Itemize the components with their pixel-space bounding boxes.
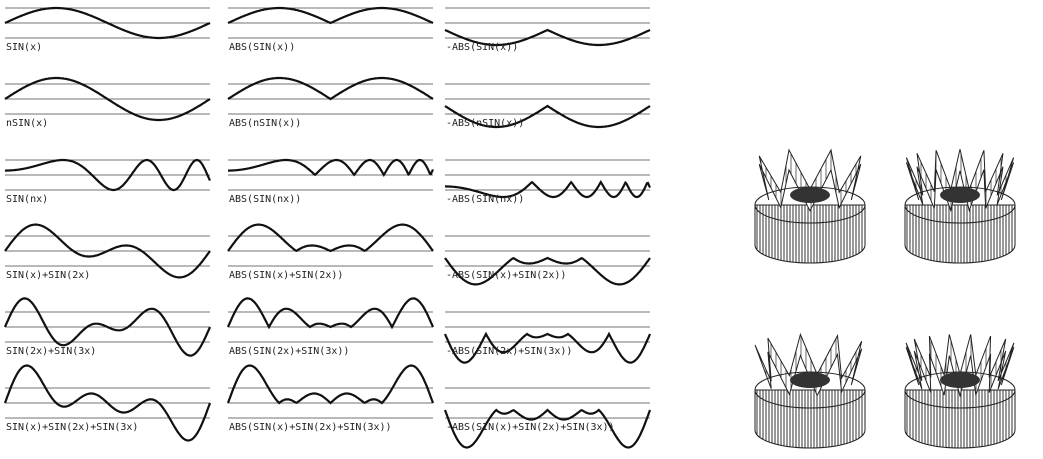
- curve: [444, 256, 651, 286]
- render-hole: [790, 187, 830, 203]
- render-top: [754, 332, 863, 397]
- plot-label: ABS(SIN(nx)): [229, 194, 301, 205]
- plot-label: -ABS(SIN(x)+SIN(2x)): [446, 270, 566, 281]
- curve: [4, 223, 211, 279]
- plot-label: SIN(nx): [6, 194, 48, 205]
- curve: [444, 28, 651, 47]
- curve: [4, 76, 211, 122]
- render-body: [754, 389, 866, 449]
- render-body: [904, 389, 1016, 449]
- curve: [226, 297, 435, 330]
- plot-label: ABS(SIN(x)): [229, 42, 295, 53]
- plot-label: -ABS(SIN(nx)): [446, 194, 524, 205]
- curve: [3, 364, 212, 442]
- plot-label: ABS(SIN(x)+SIN(2x)+SIN(3x)): [229, 422, 392, 433]
- plot-label: -ABS(nSIN(x)): [446, 118, 524, 129]
- curve: [443, 408, 652, 449]
- plot-label: nSIN(x): [6, 118, 48, 129]
- render-body: [754, 204, 866, 264]
- plot-label: -ABS(SIN(x)+SIN(2x)+SIN(3x)): [446, 422, 615, 433]
- plot-label: ABS(nSIN(x)): [229, 118, 301, 129]
- curve: [227, 76, 434, 101]
- render-top: [905, 149, 1015, 213]
- render-hole: [940, 187, 980, 203]
- render-body: [904, 204, 1016, 264]
- plot-label: -ABS(SIN(2x)+SIN(3x)): [446, 346, 572, 357]
- plot-label: SIN(2x)+SIN(3x): [6, 346, 96, 357]
- curve: [227, 6, 434, 25]
- render-hole: [940, 372, 980, 388]
- render-hole: [790, 372, 830, 388]
- curve: [228, 158, 435, 178]
- plot-label: ABS(SIN(x)+SIN(2x)): [229, 270, 343, 281]
- curve: [227, 223, 434, 253]
- renders: [754, 148, 1016, 449]
- curve: [443, 331, 652, 364]
- plot-label: -ABS(SIN(x)): [446, 42, 518, 53]
- plot-label: ABS(SIN(2x)+SIN(3x)): [229, 346, 349, 357]
- curve: [444, 104, 651, 129]
- curve: [3, 297, 212, 357]
- curve: [226, 364, 435, 405]
- plot-label: SIN(x)+SIN(2x): [6, 270, 90, 281]
- curve: [5, 158, 212, 192]
- curve: [4, 6, 211, 40]
- render-top: [905, 334, 1015, 398]
- plot-label: SIN(x)+SIN(2x)+SIN(3x): [6, 422, 138, 433]
- curve: [445, 179, 652, 199]
- plot-label: SIN(x): [6, 42, 42, 53]
